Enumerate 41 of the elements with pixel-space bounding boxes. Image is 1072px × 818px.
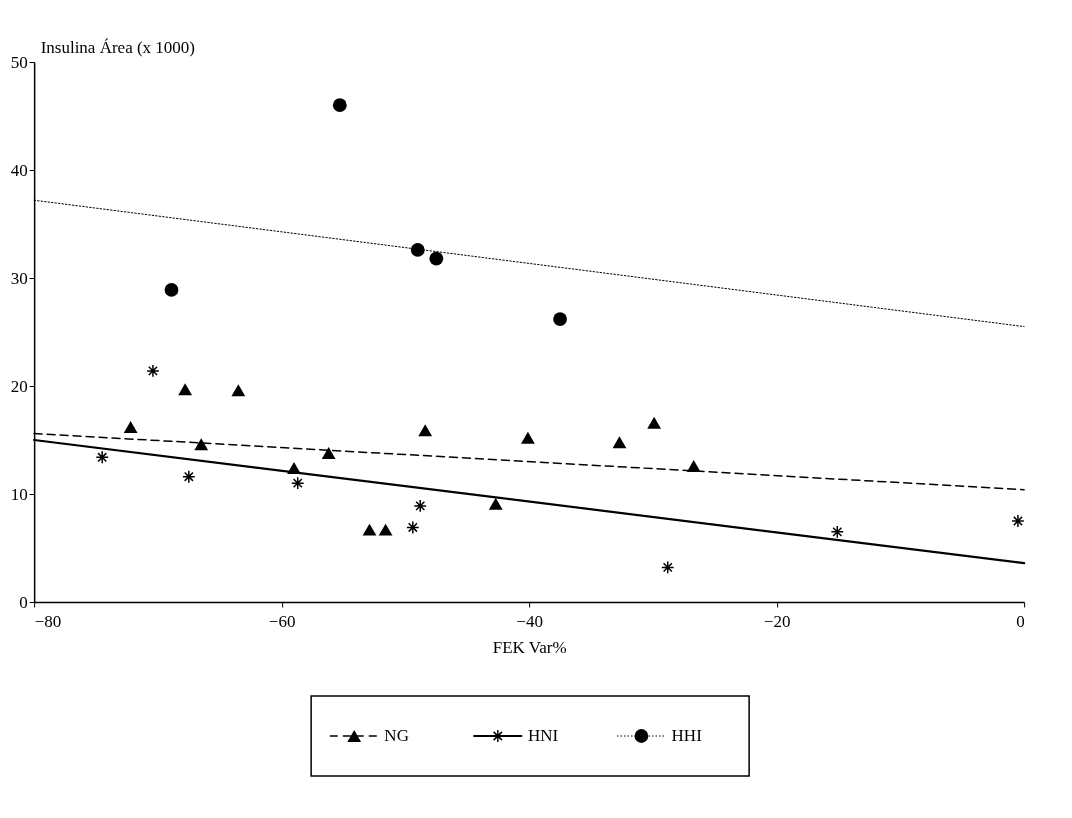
point: [830, 525, 844, 539]
y-tick-label: 40: [10, 160, 28, 180]
point: [182, 470, 196, 484]
point: [647, 416, 662, 429]
point: [362, 523, 377, 536]
x-tick-label: −20: [763, 611, 791, 631]
point: [553, 312, 567, 326]
y-axis-title: Insulina Área (x 1000): [40, 37, 196, 57]
y-tick-label: 0: [19, 592, 28, 612]
x-axis-title: FEK Var%: [492, 637, 567, 657]
point: [521, 431, 535, 444]
x-tick-label: 0: [1016, 611, 1025, 631]
x-tick-label: −40: [516, 611, 543, 631]
point: [146, 364, 160, 378]
y-tick-label: 30: [10, 268, 28, 288]
point: [321, 446, 336, 459]
point: [418, 424, 433, 437]
point: [1011, 514, 1025, 528]
point: [661, 560, 675, 575]
point: [429, 251, 444, 266]
y-tick-label: 10: [10, 484, 28, 504]
x-tick-label: −60: [268, 611, 296, 631]
point: [406, 520, 420, 535]
legend-label: NG: [384, 726, 409, 745]
point: [164, 283, 179, 297]
point: [378, 523, 393, 536]
x-tick-label: −80: [34, 611, 62, 631]
point: [488, 497, 503, 510]
point: [291, 476, 305, 490]
y-tick-label: 20: [10, 376, 28, 396]
y-tick-label: 50: [10, 52, 28, 72]
point: [194, 438, 209, 451]
legend-label: HHI: [671, 726, 703, 745]
point: [332, 98, 347, 113]
legend-label: HNI: [527, 726, 559, 745]
point: [413, 499, 427, 513]
point: [95, 450, 109, 464]
point: [231, 384, 246, 397]
point: [123, 421, 138, 434]
point: [178, 383, 192, 396]
point: [612, 436, 627, 449]
